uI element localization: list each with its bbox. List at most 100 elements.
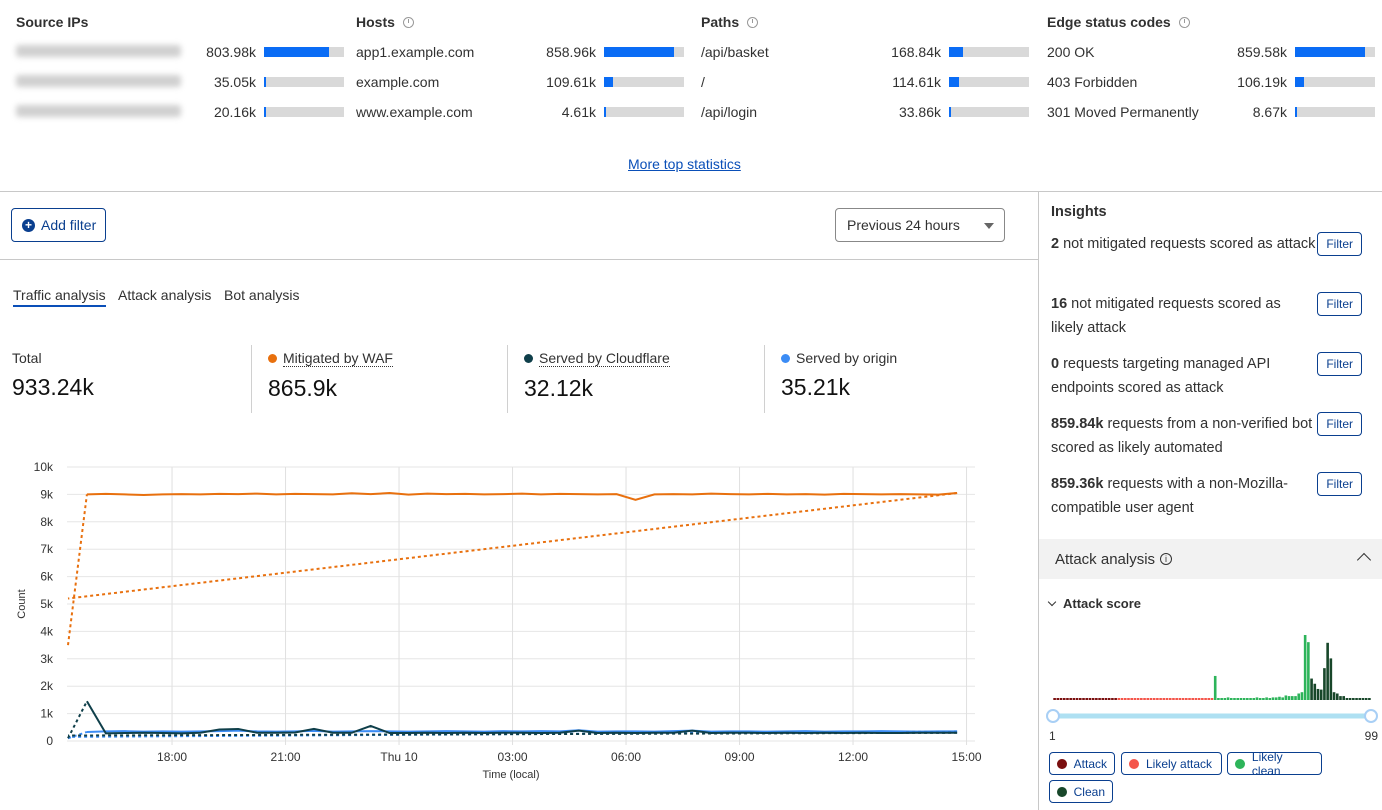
stat-value: 35.21k [781, 374, 851, 400]
insight-filter-button[interactable]: Filter [1317, 292, 1362, 316]
legend-likely-attack-button[interactable]: Likely attack [1121, 752, 1222, 775]
tab-attack-analysis[interactable]: Attack analysis [118, 287, 212, 303]
insight-count: 16 [1051, 296, 1068, 312]
histogram-bar [1242, 698, 1246, 700]
more-top-statistics-link[interactable]: More top statistics [628, 156, 741, 172]
insight-count: 859.36k [1051, 476, 1104, 492]
divider [507, 345, 508, 413]
y-tick-label: 6k [40, 570, 54, 584]
top-stat-row[interactable]: app1.example.com 858.96k [356, 42, 686, 62]
attack-analysis-accordion[interactable]: Attack analysis i [1039, 539, 1382, 579]
histogram-bar [1165, 698, 1169, 700]
insight-filter-button[interactable]: Filter [1317, 352, 1362, 376]
histogram-bar [1078, 698, 1082, 700]
row-bar [264, 77, 344, 87]
legend-label: Clean [1073, 784, 1105, 799]
legend-attack-button[interactable]: Attack [1049, 752, 1115, 775]
top-stat-row[interactable]: /api/basket 168.84k [701, 42, 1031, 62]
top-stat-row[interactable]: 200 OK 859.58k [1047, 42, 1377, 62]
top-stat-row[interactable]: 803.98k [16, 42, 346, 62]
top-stat-row[interactable]: 301 Moved Permanently 8.67k [1047, 102, 1377, 122]
insight-text: 859.36k requests with a non-Mozilla-comp… [1051, 472, 1316, 520]
top-stat-row[interactable]: /api/login 33.86k [701, 102, 1031, 122]
legend-label: Likely attack [1146, 756, 1213, 771]
insight-count: 859.84k [1051, 416, 1104, 432]
legend-clean-button[interactable]: Clean [1049, 780, 1113, 803]
row-bar [949, 77, 1029, 87]
histogram-bar [1178, 698, 1182, 700]
stat-label-text[interactable]: Served by Cloudflare [539, 350, 670, 367]
row-value: 168.84k [891, 44, 941, 60]
insight-description: requests from a non-verified bot scored … [1051, 416, 1313, 456]
row-bar [604, 77, 684, 87]
time-range-select[interactable]: Previous 24 hours [835, 208, 1005, 242]
histogram-bar [1265, 697, 1268, 700]
chevron-up-icon[interactable] [1356, 552, 1372, 568]
range-min: 1 [1049, 729, 1056, 743]
stat-label-text[interactable]: Mitigated by WAF [283, 350, 393, 367]
row-bar-fill [949, 107, 952, 117]
histogram-bar [1213, 675, 1217, 700]
summary-stat: Served by Cloudflare 32.12k [524, 350, 670, 402]
add-filter-button[interactable]: + Add filter [11, 208, 106, 242]
top-stat-row[interactable]: www.example.com 4.61k [356, 102, 686, 122]
row-value: 803.98k [206, 44, 256, 60]
x-tick-label: 21:00 [271, 750, 301, 764]
histogram-bar [1156, 698, 1159, 700]
legend-likely-clean-button[interactable]: Likely clean [1227, 750, 1322, 778]
range-slider-handle[interactable] [1046, 709, 1060, 723]
row-label: 403 Forbidden [1047, 74, 1138, 90]
top-stat-row[interactable]: example.com 109.61k [356, 72, 686, 92]
divider [0, 259, 1038, 260]
row-value: 859.58k [1237, 44, 1287, 60]
top-stat-row[interactable]: 403 Forbidden 106.19k [1047, 72, 1377, 92]
info-icon: i [1160, 553, 1173, 565]
insight-filter-button[interactable]: Filter [1317, 412, 1362, 436]
histogram-bar [1345, 698, 1349, 700]
legend-dot-icon [268, 354, 277, 363]
insight-item: 859.84k requests from a non-verified bot… [1051, 412, 1371, 460]
stat-label: Total [12, 350, 94, 366]
stat-label: Served by Cloudflare [524, 350, 670, 367]
top-stat-row[interactable]: 35.05k [16, 72, 346, 92]
column-title-text: Paths [701, 14, 740, 30]
histogram-bar [1111, 698, 1114, 700]
tab-bot-analysis[interactable]: Bot analysis [224, 287, 300, 303]
histogram-bar [1300, 692, 1304, 700]
histogram-bar [1352, 698, 1355, 700]
histogram-bar [1281, 697, 1284, 700]
histogram-bar [1101, 698, 1105, 700]
top-stat-column: Hosts app1.example.com 858.96k example.com 1… [356, 12, 686, 120]
row-bar [264, 47, 344, 57]
range-slider-handle[interactable] [1364, 709, 1378, 723]
histogram-bar [1104, 698, 1108, 700]
histogram-bar [1226, 697, 1230, 700]
attack-score-toggle[interactable]: Attack score [1047, 596, 1141, 611]
row-label: www.example.com [356, 104, 473, 120]
column-title: Hosts [356, 12, 686, 32]
histogram-bar [1053, 698, 1056, 700]
row-value: 4.61k [561, 104, 596, 120]
insight-filter-button[interactable]: Filter [1317, 472, 1362, 496]
top-stat-row[interactable]: 20.16k [16, 102, 346, 122]
insight-description: requests with a non-Mozilla-compatible u… [1051, 476, 1288, 516]
insight-filter-button[interactable]: Filter [1317, 232, 1362, 256]
insight-item: 0 requests targeting managed API endpoin… [1051, 352, 1371, 400]
tab-traffic-analysis[interactable]: Traffic analysis [13, 287, 106, 307]
stat-value: 933.24k [12, 374, 94, 400]
top-stat-row[interactable]: / 114.61k [701, 72, 1031, 92]
histogram-bar [1204, 698, 1207, 700]
row-label: / [701, 74, 705, 90]
redacted-ip [16, 105, 181, 117]
row-bar-fill [1295, 107, 1297, 117]
histogram-bar [1201, 698, 1204, 700]
x-tick-label: Thu 10 [380, 750, 418, 764]
histogram-bar [1229, 698, 1233, 700]
histogram-bar [1303, 635, 1307, 700]
row-bar-fill [604, 77, 613, 87]
histogram-bar [1255, 697, 1259, 700]
legend-dot-icon [781, 353, 790, 363]
column-title-text: Hosts [356, 14, 395, 30]
chevron-down-icon [1047, 597, 1057, 606]
row-label: app1.example.com [356, 44, 475, 60]
